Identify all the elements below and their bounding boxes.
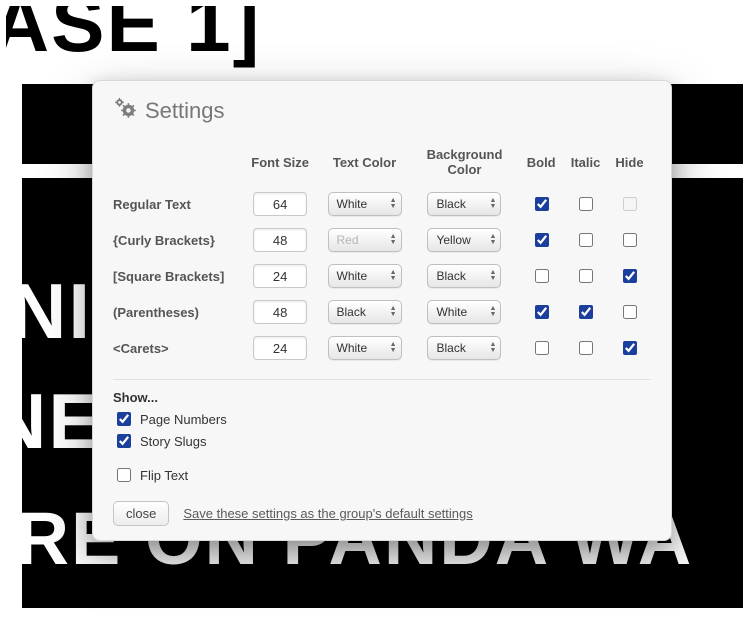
page-numbers-label: Page Numbers — [140, 412, 227, 427]
row-label: [Square Brackets] — [113, 263, 241, 289]
show-block: Show... Page Numbers Story Slugs Flip Te… — [113, 390, 651, 485]
settings-row: [Square Brackets] White ▲▼ Black ▲▼ — [113, 263, 651, 289]
hide-checkbox — [623, 197, 637, 211]
settings-row: {Curly Brackets} Red ▲▼ Yellow ▲▼ — [113, 227, 651, 253]
bg-text-left1: NI — [10, 266, 92, 357]
gears-icon — [113, 97, 139, 125]
stepper-arrows-icon: ▲▼ — [490, 270, 497, 282]
hide-checkbox[interactable] — [623, 341, 637, 355]
italic-checkbox[interactable] — [579, 341, 593, 355]
select-value: White — [337, 341, 368, 355]
hide-checkbox[interactable] — [623, 305, 637, 319]
bold-checkbox[interactable] — [535, 233, 549, 247]
bg-text-line1: EASE 1] — [6, 6, 261, 70]
italic-checkbox[interactable] — [579, 197, 593, 211]
stepper-arrows-icon: ▲▼ — [490, 342, 497, 354]
flip-text-checkbox[interactable] — [117, 468, 131, 482]
stepper-arrows-icon: ▲▼ — [490, 198, 497, 210]
story-slugs-label: Story Slugs — [140, 434, 206, 449]
fontsize-input[interactable] — [253, 192, 307, 216]
select-value: White — [337, 197, 368, 211]
bgcolor-select[interactable]: Black ▲▼ — [427, 192, 501, 216]
stepper-arrows-icon: ▲▼ — [390, 342, 397, 354]
settings-table: Font Size Text Color Background Color Bo… — [113, 137, 651, 371]
fontsize-input[interactable] — [253, 300, 307, 324]
fontsize-input[interactable] — [253, 264, 307, 288]
textcolor-select[interactable]: White ▲▼ — [328, 264, 402, 288]
row-label: <Carets> — [113, 335, 241, 361]
select-value: Black — [436, 269, 465, 283]
col-textcolor: Text Color — [319, 147, 409, 181]
bgcolor-select[interactable]: Black ▲▼ — [427, 336, 501, 360]
textcolor-select[interactable]: White ▲▼ — [328, 336, 402, 360]
select-value: White — [436, 305, 467, 319]
stepper-arrows-icon: ▲▼ — [390, 270, 397, 282]
row-label: (Parentheses) — [113, 299, 241, 325]
stepper-arrows-icon: ▲▼ — [490, 306, 497, 318]
bold-checkbox[interactable] — [535, 269, 549, 283]
select-value: Red — [337, 233, 359, 247]
row-label: {Curly Brackets} — [113, 227, 241, 253]
select-value: Yellow — [436, 233, 470, 247]
dialog-title: Settings — [145, 98, 225, 124]
bg-text-left2: NE — [6, 376, 102, 467]
settings-dialog: Settings Font Size Text Color Background… — [92, 80, 672, 541]
dialog-footer: close Save these settings as the group's… — [113, 501, 651, 526]
col-italic: Italic — [563, 147, 608, 181]
story-slugs-checkbox[interactable] — [117, 434, 131, 448]
textcolor-select[interactable]: White ▲▼ — [328, 192, 402, 216]
close-button[interactable]: close — [113, 501, 169, 526]
select-value: Black — [337, 305, 366, 319]
fontsize-input[interactable] — [253, 336, 307, 360]
textcolor-select[interactable]: Red ▲▼ — [328, 228, 402, 252]
col-fontsize: Font Size — [241, 147, 319, 181]
col-bold: Bold — [519, 147, 563, 181]
settings-row: Regular Text White ▲▼ Black ▲▼ — [113, 191, 651, 217]
fontsize-input[interactable] — [253, 228, 307, 252]
select-value: Black — [436, 197, 465, 211]
select-value: Black — [436, 341, 465, 355]
hide-checkbox[interactable] — [623, 269, 637, 283]
show-title: Show... — [113, 390, 651, 405]
bold-checkbox[interactable] — [535, 197, 549, 211]
stepper-arrows-icon: ▲▼ — [390, 306, 397, 318]
settings-row: <Carets> White ▲▼ Black ▲▼ — [113, 335, 651, 361]
stepper-arrows-icon: ▲▼ — [390, 198, 397, 210]
col-bgcolor: Background Color — [410, 147, 520, 181]
dialog-title-row: Settings — [113, 97, 651, 125]
textcolor-select[interactable]: Black ▲▼ — [328, 300, 402, 324]
bgcolor-select[interactable]: White ▲▼ — [427, 300, 501, 324]
italic-checkbox[interactable] — [579, 233, 593, 247]
stepper-arrows-icon: ▲▼ — [390, 234, 397, 246]
divider — [113, 379, 651, 380]
bgcolor-select[interactable]: Black ▲▼ — [427, 264, 501, 288]
select-value: White — [337, 269, 368, 283]
bgcolor-select[interactable]: Yellow ▲▼ — [427, 228, 501, 252]
bold-checkbox[interactable] — [535, 341, 549, 355]
italic-checkbox[interactable] — [579, 305, 593, 319]
bold-checkbox[interactable] — [535, 305, 549, 319]
col-hide: Hide — [608, 147, 651, 181]
stepper-arrows-icon: ▲▼ — [490, 234, 497, 246]
flip-text-label: Flip Text — [140, 468, 188, 483]
save-default-link[interactable]: Save these settings as the group's defau… — [183, 506, 472, 521]
row-label: Regular Text — [113, 191, 241, 217]
italic-checkbox[interactable] — [579, 269, 593, 283]
app-frame: EASE 1] NI NE 'RE ON PANDA WA — [6, 6, 743, 615]
settings-row: (Parentheses) Black ▲▼ White ▲▼ — [113, 299, 651, 325]
page-numbers-checkbox[interactable] — [117, 412, 131, 426]
hide-checkbox[interactable] — [623, 233, 637, 247]
